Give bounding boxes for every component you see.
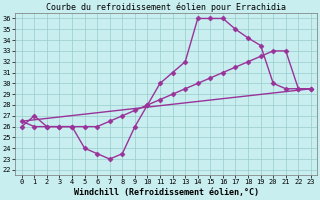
Title: Courbe du refroidissement éolien pour Errachidia: Courbe du refroidissement éolien pour Er…: [46, 3, 286, 12]
X-axis label: Windchill (Refroidissement éolien,°C): Windchill (Refroidissement éolien,°C): [74, 188, 259, 197]
